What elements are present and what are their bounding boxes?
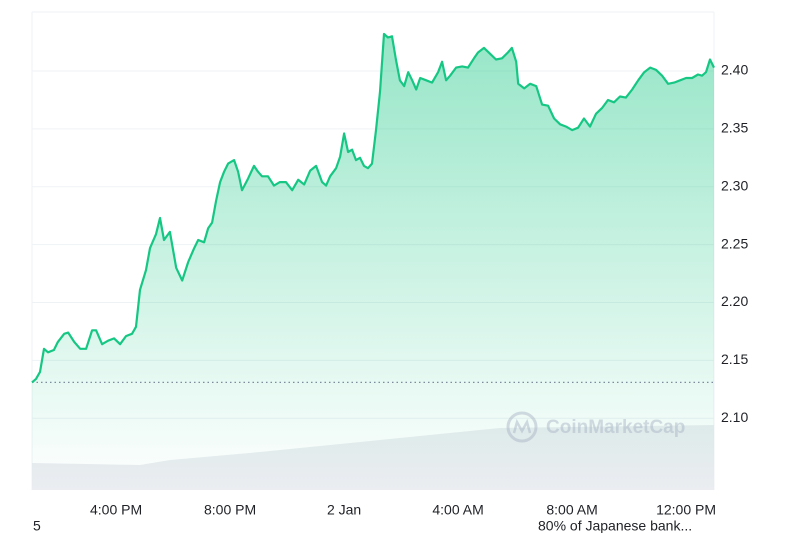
annotation: 5 — [33, 518, 41, 533]
x-tick-label: 2 Jan — [327, 502, 361, 518]
x-tick-label: 8:00 AM — [546, 502, 597, 518]
watermark: CoinMarketCap — [506, 411, 685, 443]
y-tick-label: 2.20 — [721, 293, 748, 309]
y-tick-label: 2.25 — [721, 235, 748, 251]
x-tick-label: 4:00 AM — [432, 502, 483, 518]
y-tick-label: 2.30 — [721, 177, 748, 193]
price-area — [32, 34, 714, 490]
plot: 2.10 2.15 2.20 2.25 2.30 2.35 2.40 4:00 PM 8:00 … — [31, 32, 748, 518]
x-tick-label: 12:00 PM — [656, 502, 716, 518]
y-tick-label: 2.10 — [721, 409, 748, 425]
x-tick-label: 4:00 PM — [90, 502, 142, 518]
y-tick-label: 2.35 — [721, 120, 748, 136]
x-tick-label: 8:00 PM — [204, 502, 256, 518]
price-line — [31, 32, 715, 384]
annotation: 80% of Japanese bank... — [538, 518, 692, 533]
y-tick-label: 2.15 — [721, 351, 748, 367]
watermark-text: CoinMarketCap — [546, 417, 685, 438]
y-tick-label: 2.40 — [721, 62, 748, 78]
